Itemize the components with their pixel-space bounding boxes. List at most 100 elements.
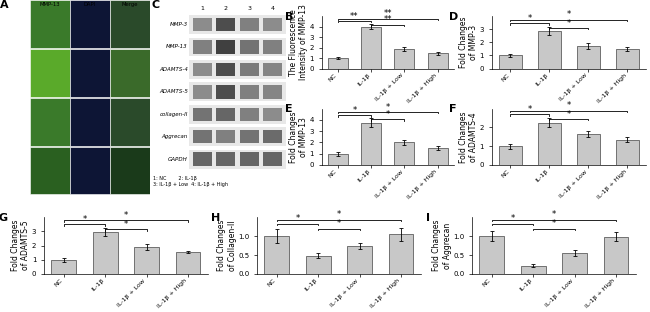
Text: *: *: [567, 101, 571, 110]
Bar: [216, 85, 235, 99]
Text: ADAMTS-5: ADAMTS-5: [159, 89, 188, 94]
Bar: [538, 123, 561, 165]
Bar: [189, 127, 286, 146]
Bar: [577, 46, 600, 69]
Text: H: H: [211, 213, 220, 223]
Text: Aggrecan: Aggrecan: [162, 134, 188, 139]
Text: *: *: [295, 214, 300, 223]
Text: 1: 1: [200, 6, 204, 11]
Text: *: *: [528, 105, 532, 114]
Bar: [216, 63, 235, 76]
Bar: [134, 247, 159, 274]
Bar: [263, 18, 282, 31]
Bar: [216, 18, 235, 31]
Bar: [193, 63, 212, 76]
Bar: [216, 108, 235, 121]
Y-axis label: Fold Changes
of MMP-13: Fold Changes of MMP-13: [289, 111, 308, 163]
Text: *: *: [552, 219, 556, 228]
Bar: [265, 236, 289, 274]
Bar: [193, 40, 212, 54]
Bar: [189, 105, 286, 124]
Bar: [240, 152, 259, 166]
Text: *: *: [337, 219, 341, 228]
Text: *: *: [124, 220, 128, 229]
Bar: [110, 98, 150, 146]
Bar: [189, 150, 286, 168]
Text: *: *: [567, 10, 571, 19]
Bar: [176, 252, 200, 274]
Bar: [361, 27, 381, 69]
Bar: [521, 266, 545, 274]
Bar: [499, 56, 522, 69]
Text: 2: 2: [224, 6, 228, 11]
Bar: [193, 108, 212, 121]
Text: 3: 3: [247, 6, 252, 11]
Bar: [193, 130, 212, 144]
Y-axis label: Fold Changes
of Aggrecan: Fold Changes of Aggrecan: [432, 220, 452, 271]
Bar: [240, 130, 259, 144]
Text: **: **: [384, 9, 392, 18]
Text: 4: 4: [271, 6, 275, 11]
Bar: [70, 49, 110, 97]
Bar: [110, 49, 150, 97]
Text: collagen-II: collagen-II: [159, 112, 188, 117]
Bar: [577, 134, 600, 165]
Text: E: E: [285, 104, 292, 114]
Bar: [110, 147, 150, 194]
Text: MMP-3: MMP-3: [170, 22, 188, 27]
Text: *: *: [385, 110, 390, 119]
Text: *: *: [528, 14, 532, 23]
Bar: [240, 18, 259, 31]
Bar: [30, 98, 70, 146]
Bar: [30, 0, 70, 48]
Text: **: **: [384, 15, 392, 24]
Y-axis label: Fold Changes
of Collagen-II: Fold Changes of Collagen-II: [217, 220, 237, 271]
Bar: [216, 40, 235, 54]
Text: I: I: [426, 213, 430, 223]
Bar: [30, 49, 70, 97]
Text: *: *: [567, 110, 571, 119]
Bar: [389, 234, 413, 274]
Bar: [263, 108, 282, 121]
Bar: [263, 40, 282, 54]
Text: C: C: [152, 0, 160, 10]
Bar: [70, 98, 110, 146]
Text: G: G: [0, 213, 7, 223]
Bar: [328, 154, 348, 165]
Text: A: A: [0, 0, 8, 10]
Bar: [538, 31, 561, 69]
Text: ADAMTS-4: ADAMTS-4: [159, 67, 188, 72]
Bar: [395, 142, 414, 165]
Bar: [361, 123, 381, 165]
Text: *: *: [567, 19, 571, 28]
Y-axis label: The Fluorescence
Intensity of MMP-13: The Fluorescence Intensity of MMP-13: [289, 4, 308, 80]
Text: MMP-13: MMP-13: [166, 45, 188, 50]
Bar: [395, 49, 414, 69]
Text: GAPDH: GAPDH: [168, 157, 188, 162]
Bar: [189, 15, 286, 34]
Bar: [480, 236, 504, 274]
Bar: [616, 49, 639, 69]
Bar: [263, 63, 282, 76]
Bar: [240, 40, 259, 54]
Text: *: *: [552, 210, 556, 219]
Bar: [216, 152, 235, 166]
Text: *: *: [510, 214, 515, 223]
Bar: [306, 256, 331, 274]
Text: *: *: [352, 106, 356, 115]
Text: DAPI: DAPI: [84, 2, 96, 7]
Bar: [189, 60, 286, 79]
Bar: [30, 147, 70, 194]
Bar: [216, 130, 235, 144]
Bar: [193, 152, 212, 166]
Bar: [51, 260, 76, 274]
Text: 1: NC        2: IL-1β
3: IL-1β + Low  4: IL-1β + High: 1: NC 2: IL-1β 3: IL-1β + Low 4: IL-1β +…: [153, 176, 228, 187]
Bar: [193, 85, 212, 99]
Text: *: *: [124, 211, 128, 220]
Bar: [428, 53, 448, 69]
Text: D: D: [448, 12, 458, 22]
Bar: [240, 85, 259, 99]
Bar: [70, 0, 110, 48]
Bar: [263, 152, 282, 166]
Bar: [189, 82, 286, 101]
